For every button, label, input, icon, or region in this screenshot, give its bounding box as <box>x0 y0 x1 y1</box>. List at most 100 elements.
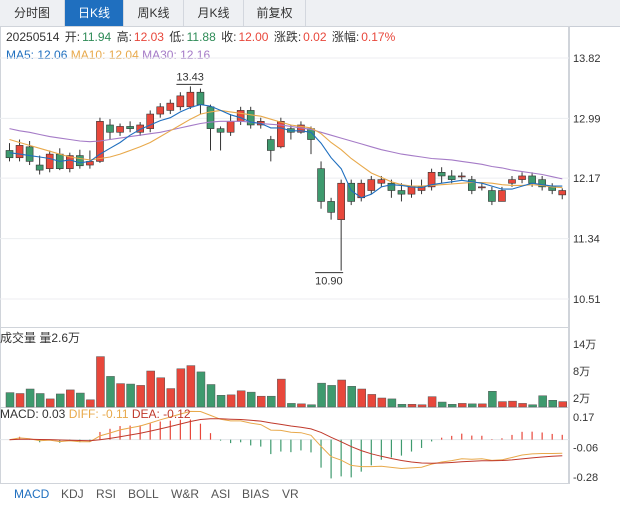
price-tick-label: 12.99 <box>573 113 601 125</box>
tab-timeshare[interactable]: 分时图 <box>0 0 65 26</box>
volume-bar <box>287 403 296 408</box>
candle-body <box>367 179 376 191</box>
candle <box>45 150 54 173</box>
indicator-tab-bar: MACD KDJ RSI BOLL W&R ASI BIAS VR <box>0 484 620 506</box>
indicator-tab-kdj[interactable]: KDJ <box>61 487 84 501</box>
candle <box>498 186 506 202</box>
candle <box>96 117 104 163</box>
volume-label: 成交量 量2.6万 <box>0 331 81 345</box>
volume-bar <box>447 404 457 408</box>
candle-body <box>166 102 175 111</box>
low-value: 11.88 <box>186 30 216 44</box>
volume-bar <box>116 383 125 408</box>
candle <box>25 141 34 166</box>
candle-body <box>186 91 195 108</box>
candle <box>478 183 486 191</box>
candle <box>337 179 345 271</box>
volume-bar <box>297 403 306 408</box>
indicator-tab-asi[interactable]: ASI <box>211 487 231 501</box>
tab-monthly-k[interactable]: 月K线 <box>184 0 244 26</box>
candle-body <box>246 110 255 126</box>
volume-bar <box>498 401 507 408</box>
volume-bar <box>347 386 356 408</box>
candle-body <box>548 186 557 191</box>
volume-bar <box>146 370 155 408</box>
volume-bar <box>427 396 437 408</box>
volume-bar <box>458 403 467 408</box>
candle <box>367 175 376 195</box>
candle <box>266 135 275 162</box>
volume-bar <box>166 388 176 408</box>
candle-body <box>457 175 466 178</box>
volume-bar <box>417 404 427 408</box>
candle-body <box>136 124 144 133</box>
candle-body <box>558 190 567 196</box>
indicator-tab-bias[interactable]: BIAS <box>242 487 270 501</box>
candle-body <box>196 91 205 105</box>
volume-bar <box>15 393 25 408</box>
volume-bar <box>35 393 45 408</box>
candle <box>206 104 215 151</box>
candle-body <box>357 182 366 199</box>
candle <box>246 106 255 129</box>
volume-bar <box>196 371 206 408</box>
volume-bar <box>156 377 165 408</box>
volume-bar <box>357 388 366 408</box>
close-value: 12.00 <box>238 30 269 44</box>
candle <box>55 148 64 171</box>
volume-bar <box>96 356 105 408</box>
price-tick-label: 13.82 <box>573 53 601 65</box>
candle-body <box>467 179 476 191</box>
candle <box>226 114 235 136</box>
volume-bar <box>216 395 226 408</box>
volume-bar <box>226 394 236 408</box>
candle <box>287 124 295 140</box>
volume-bar <box>66 389 75 408</box>
candle-body <box>106 124 114 133</box>
indicator-tab-vr[interactable]: VR <box>282 487 299 501</box>
candle <box>156 103 165 118</box>
indicator-tab-boll[interactable]: BOLL <box>128 487 159 501</box>
candle-body <box>518 175 526 180</box>
candle <box>518 172 526 184</box>
volume-bar <box>307 404 316 408</box>
candle <box>256 117 265 129</box>
candle-body <box>397 190 406 195</box>
candle <box>467 175 476 195</box>
candle-body <box>76 155 84 167</box>
indicator-tab-rsi[interactable]: RSI <box>96 487 117 501</box>
candle <box>186 86 195 109</box>
tab-daily-k[interactable]: 日K线 <box>65 0 124 26</box>
volume-bar <box>126 383 135 408</box>
candle-body <box>447 175 456 180</box>
tab-weekly-k[interactable]: 周K线 <box>124 0 184 26</box>
candle-body <box>35 164 44 171</box>
indicator-tab-macd[interactable]: MACD <box>14 487 50 501</box>
ma30-legend: MA30: 12.16 <box>142 48 211 62</box>
candle-body <box>226 121 235 133</box>
volume-tick-label: 2万 <box>573 393 590 405</box>
candle-body <box>478 186 486 189</box>
high-label: 高: <box>116 30 132 44</box>
volume-bar <box>377 397 387 408</box>
indicator-tab-wr[interactable]: W&R <box>171 487 199 501</box>
ma-legend: MA5: 12.06 MA10: 12.04 MA30: 12.16 <box>6 48 210 62</box>
change-label: 涨跌: <box>273 30 302 44</box>
quote-date: 20250514 <box>6 30 60 44</box>
candle-body <box>126 126 134 129</box>
volume-bar <box>367 394 377 408</box>
candle <box>387 179 396 198</box>
volume-tick-label: 14万 <box>573 339 596 351</box>
volume-bar <box>518 403 527 408</box>
candle-body <box>508 179 516 184</box>
candle <box>447 170 456 184</box>
candle <box>407 179 416 198</box>
volume-bar <box>257 395 266 408</box>
price-tick-label: 11.34 <box>573 234 600 246</box>
macd-legend: MACD: 0.03 DIFF: -0.11 DEA: -0.12 <box>0 407 191 421</box>
tab-forward-adjusted[interactable]: 前复权 <box>244 0 306 26</box>
candle <box>347 179 356 206</box>
candle <box>307 126 315 155</box>
low-label: 低: <box>169 30 185 44</box>
price-tick-label: 10.51 <box>573 294 601 306</box>
